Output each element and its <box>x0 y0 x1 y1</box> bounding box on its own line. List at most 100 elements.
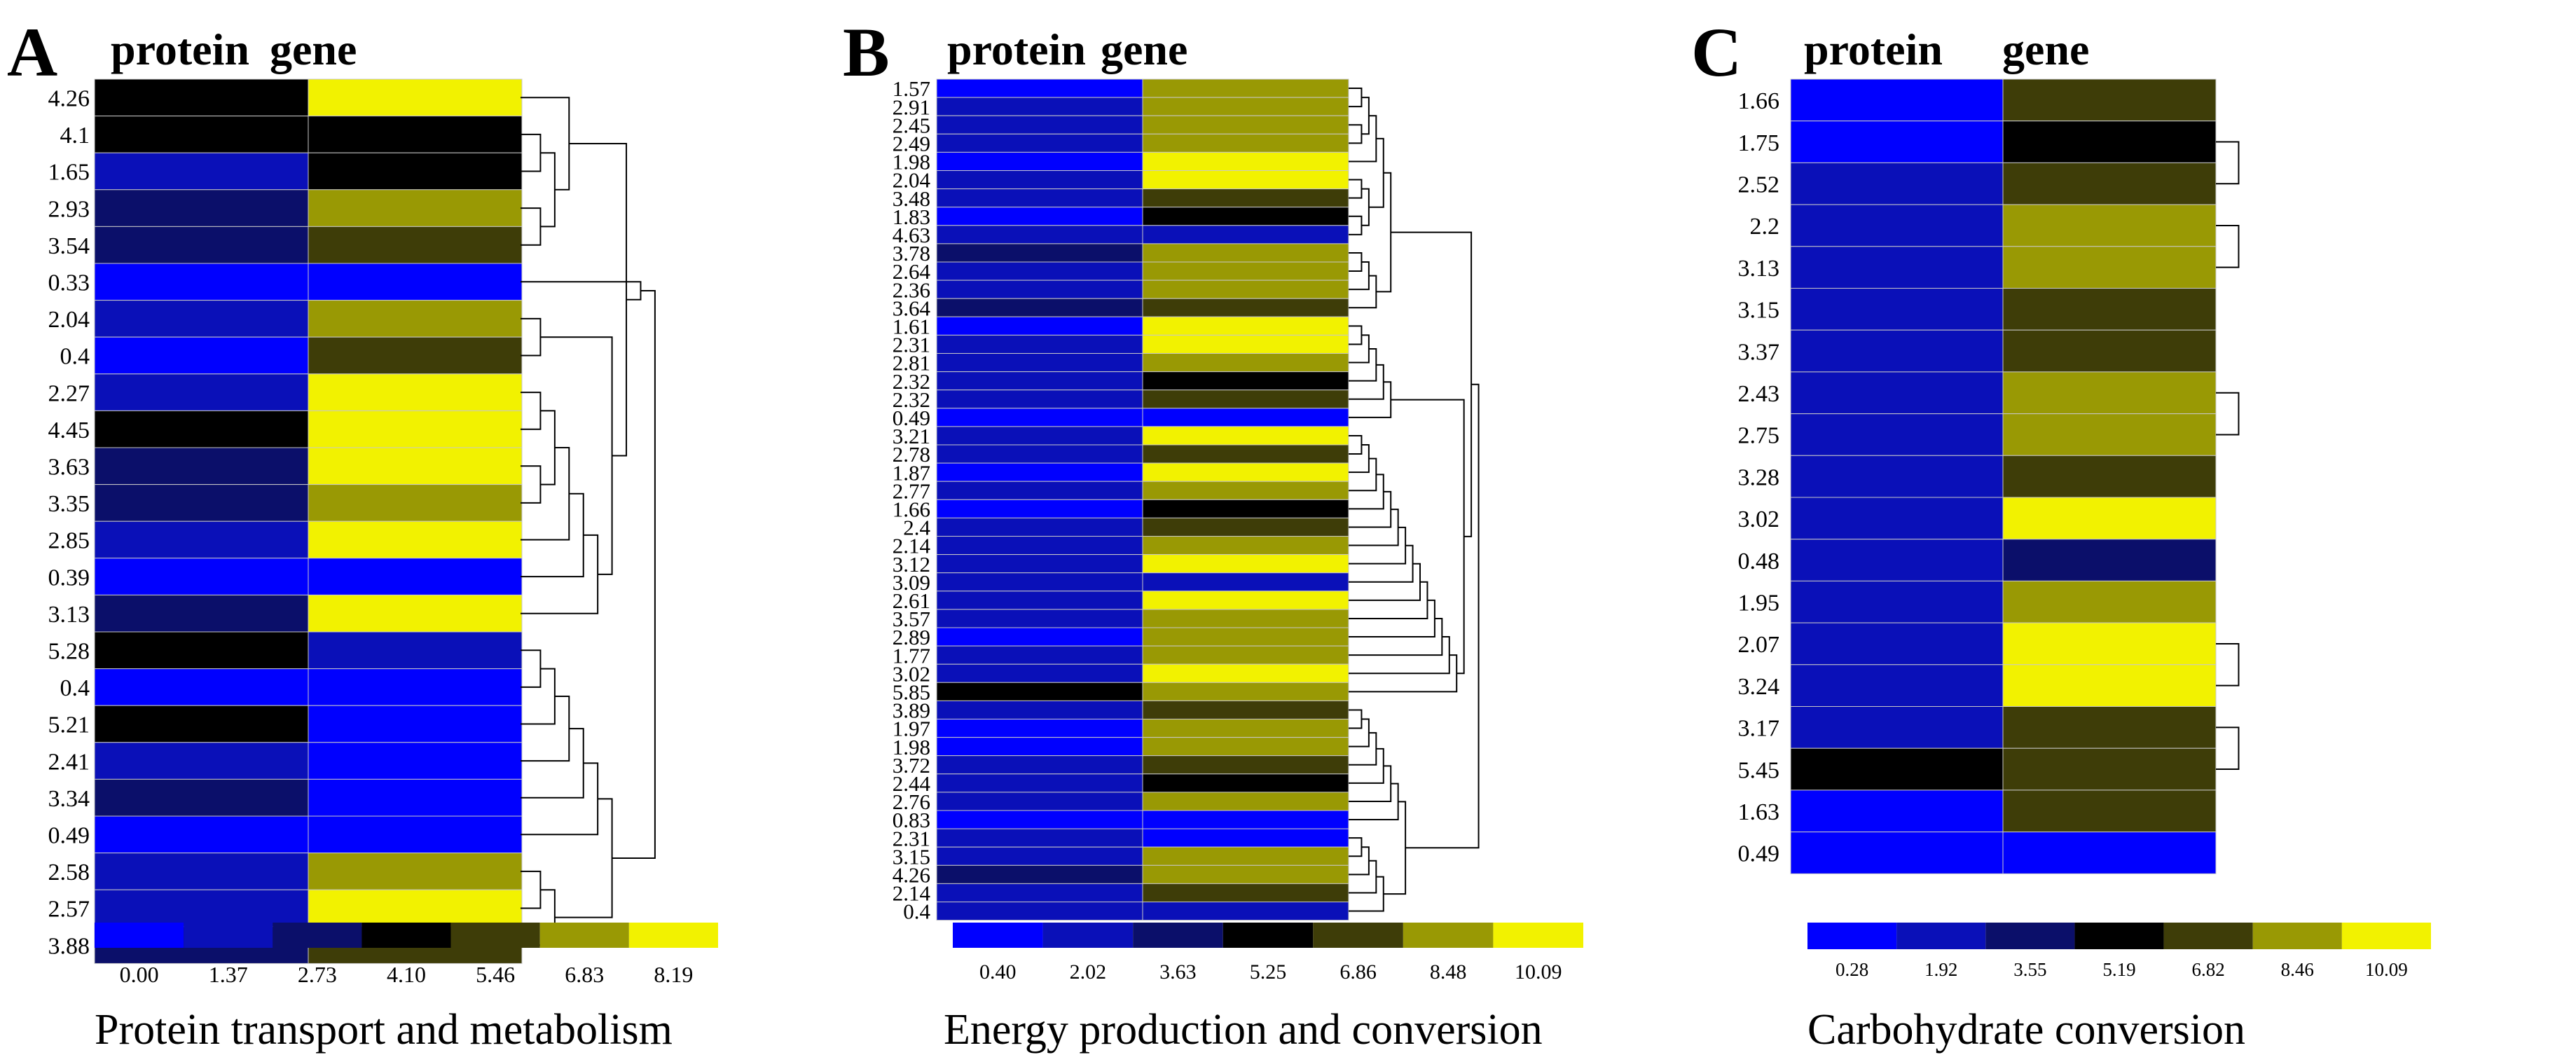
gene-cell <box>2002 204 2217 247</box>
dendrogram-branch <box>521 281 642 301</box>
dendrogram-branch <box>569 143 628 457</box>
legend-swatch <box>1403 923 1494 948</box>
gene-cell <box>1142 554 1349 574</box>
column-header-protein: protein <box>1804 25 1943 74</box>
gene-cell <box>1142 408 1349 427</box>
gene-cell <box>1142 316 1349 336</box>
protein-cell <box>1790 288 2004 331</box>
gene-cell <box>1142 902 1349 921</box>
gene-cell <box>2002 455 2217 498</box>
row-label: 2.64 <box>893 259 931 284</box>
row-label: 2.4 <box>903 516 930 540</box>
panel-letter: B <box>843 13 890 91</box>
protein-cell <box>936 316 1143 336</box>
row-label: 1.95 <box>1738 590 1780 616</box>
gene-cell <box>308 447 523 485</box>
legend-swatch <box>1133 923 1223 948</box>
dendrogram-branch <box>1349 526 1407 565</box>
legend-swatch <box>95 923 184 948</box>
protein-cell <box>936 902 1143 921</box>
dendrogram-branch <box>540 410 556 485</box>
dendrogram-branch <box>521 447 570 541</box>
row-label: 5.85 <box>893 680 930 705</box>
gene-cell <box>2002 246 2217 289</box>
row-label: 1.61 <box>893 315 930 339</box>
protein-cell <box>94 484 309 522</box>
protein-cell <box>94 853 309 890</box>
row-label: 4.63 <box>893 223 930 247</box>
row-label: 1.75 <box>1738 130 1780 156</box>
protein-cell <box>936 517 1143 537</box>
dendrogram-branch <box>521 392 542 430</box>
row-label: 3.72 <box>893 753 930 778</box>
gene-cell <box>1142 444 1349 464</box>
row-label: 5.21 <box>48 712 90 738</box>
protein-cell <box>1790 162 2004 205</box>
row-label: 3.17 <box>1738 716 1780 742</box>
dendrogram-branch <box>1349 325 1363 345</box>
column-header-gene: gene <box>1101 25 1187 74</box>
legend-swatch <box>1896 923 1986 949</box>
row-label: 0.39 <box>48 565 90 591</box>
protein-cell <box>94 558 309 595</box>
gene-cell <box>1142 755 1349 775</box>
row-label: 0.4 <box>903 899 930 924</box>
dendrogram-branch <box>521 133 542 172</box>
legend-tick-label: 0.00 <box>120 962 159 987</box>
gene-cell <box>1142 97 1349 116</box>
legend-tick-label: 1.37 <box>209 962 248 987</box>
gene-cell <box>308 668 523 706</box>
row-label: 2.85 <box>48 528 90 554</box>
dendrogram-branch <box>521 492 584 578</box>
protein-cell <box>94 116 309 153</box>
legend-swatch <box>1807 923 1897 949</box>
protein-cell <box>1790 789 2004 833</box>
protein-cell <box>94 300 309 338</box>
protein-cell <box>936 773 1143 793</box>
row-label: 1.98 <box>893 150 930 174</box>
legend-tick-label: 8.46 <box>2281 959 2314 980</box>
legend-swatch <box>1493 923 1583 948</box>
legend-tick-label: 4.10 <box>387 962 426 987</box>
row-label: 2.2 <box>1750 214 1780 240</box>
dendrogram-branch <box>540 336 613 575</box>
row-label: 3.89 <box>893 698 930 723</box>
gene-cell <box>1142 188 1349 208</box>
dendrogram-branch <box>2216 141 2240 185</box>
protein-cell <box>936 700 1143 720</box>
gene-cell <box>308 742 523 780</box>
row-label: 0.83 <box>893 808 930 832</box>
protein-cell <box>1790 664 2004 707</box>
column-header-gene: gene <box>2002 25 2089 74</box>
row-label: 3.54 <box>48 233 90 259</box>
protein-cell <box>936 682 1143 701</box>
protein-cell <box>936 243 1143 263</box>
row-label: 2.61 <box>893 588 930 613</box>
row-label: 2.49 <box>893 132 930 156</box>
protein-cell <box>936 462 1143 482</box>
dendrogram-branch <box>1376 172 1392 293</box>
protein-cell <box>936 627 1143 647</box>
row-label: 2.36 <box>893 277 930 302</box>
row-label: 5.28 <box>48 639 90 665</box>
protein-cell <box>1790 747 2004 791</box>
gene-cell <box>1142 243 1349 263</box>
protein-cell <box>936 864 1143 884</box>
gene-cell <box>1142 828 1349 848</box>
row-label: 2.31 <box>893 826 930 850</box>
gene-cell <box>1142 170 1349 190</box>
dendrogram-branch <box>1349 434 1363 455</box>
legend-swatch <box>184 923 273 948</box>
legend-tick-label: 5.25 <box>1250 960 1287 984</box>
protein-cell <box>936 97 1143 116</box>
gene-cell <box>1142 846 1349 866</box>
gene-cell <box>1142 536 1349 556</box>
gene-cell <box>2002 329 2217 373</box>
gene-cell <box>308 778 523 817</box>
gene-cell <box>1142 462 1349 482</box>
gene-cell <box>308 373 523 411</box>
gene-cell <box>2002 539 2217 581</box>
dendrogram-branch <box>1361 97 1370 135</box>
dendrogram-branch <box>1349 474 1384 510</box>
